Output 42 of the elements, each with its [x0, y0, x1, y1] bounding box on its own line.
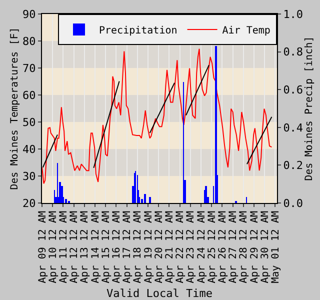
y-tick-label: 90: [22, 8, 36, 21]
x-axis-title: Valid Local Time: [106, 287, 212, 300]
x-tick-label: Apr 12 12 AM: [69, 211, 80, 284]
x-tick-label: Apr 20 12 AM: [154, 211, 165, 284]
y2-tick-label: 0.8: [283, 46, 304, 59]
x-tick-label: Apr 24 12 AM: [196, 211, 208, 284]
x-tick-label: Apr 13 12 AM: [80, 211, 91, 284]
y2-tick-label: 0.0: [283, 196, 304, 210]
x-tick-label: Apr 15 12 AM: [100, 211, 112, 284]
x-tick-label: Apr 14 12 AM: [90, 211, 102, 284]
x-tick-label: May 01 12 AM: [270, 211, 282, 284]
y2-tick-label: 0.6: [283, 83, 304, 96]
y-axis-title: Des Moines Temperatures [F]: [10, 27, 21, 190]
x-tick-label: Apr 10 12 AM: [48, 211, 59, 284]
x-tick-label: Apr 25 12 AM: [206, 211, 218, 284]
legend-label: Air Temp: [222, 25, 270, 36]
x-tick-label: Apr 23 12 AM: [186, 211, 197, 284]
x-tick-label: Apr 16 12 AM: [111, 211, 122, 284]
y2-tick-label: 0.4: [283, 121, 304, 134]
x-tick-label: Apr 29 12 AM: [249, 211, 260, 284]
x-tick-label: Apr 18 12 AM: [132, 211, 144, 284]
x-tick-label: Apr 19 12 AM: [143, 211, 154, 284]
x-tick-label: Apr 27 12 AM: [228, 211, 240, 284]
y2-axis-title: Des Moines Precip [inch]: [304, 36, 315, 181]
y-tick-label: 30: [22, 170, 36, 183]
x-tick-label: Apr 30 12 AM: [260, 211, 271, 284]
x-tick-label: Apr 11 12 AM: [58, 211, 70, 284]
x-tick-label: Apr 09 12 AM: [37, 211, 48, 284]
y-tick-label: 70: [22, 62, 36, 75]
x-tick-label: Apr 22 12 AM: [175, 211, 186, 284]
y-tick-label: 60: [22, 88, 36, 102]
x-tick-label: Apr 28 12 AM: [238, 211, 250, 284]
y2-tick-label: 1.0: [283, 8, 304, 21]
y2-tick-label: 0.2: [283, 159, 304, 172]
y-tick-label: 20: [22, 196, 36, 210]
legend-label: Precipitation: [99, 25, 178, 36]
x-tick-label: Apr 26 12 AM: [217, 211, 228, 284]
y-tick-label: 50: [22, 116, 36, 129]
y-tick-label: 40: [22, 142, 36, 156]
y-tick-label: 80: [22, 34, 36, 48]
x-tick-label: Apr 21 12 AM: [164, 211, 176, 284]
x-tick-label: Apr 17 12 AM: [122, 211, 134, 284]
